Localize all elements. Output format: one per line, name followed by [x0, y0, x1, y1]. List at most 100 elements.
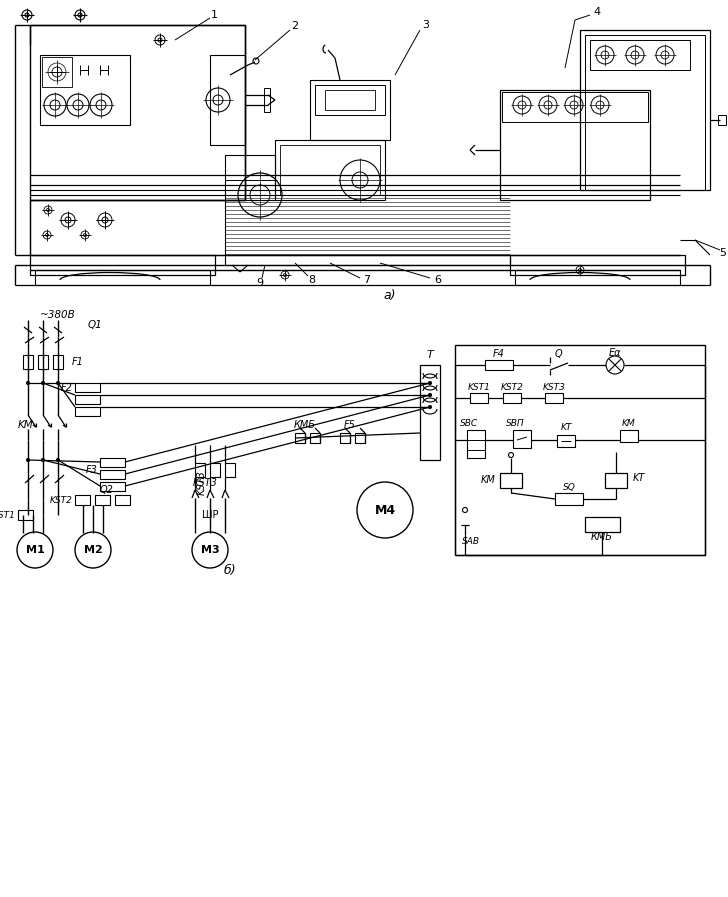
Text: ~380В: ~380В — [40, 310, 76, 320]
Bar — [100, 458, 125, 467]
Bar — [280, 145, 380, 195]
Bar — [115, 495, 130, 505]
Circle shape — [26, 381, 30, 385]
Bar — [500, 90, 650, 200]
Bar — [467, 430, 485, 458]
Text: KST3: KST3 — [193, 478, 218, 488]
Text: SAB: SAB — [462, 536, 480, 545]
Bar — [545, 393, 563, 403]
Circle shape — [428, 405, 432, 409]
Bar — [295, 433, 305, 443]
Bar — [42, 57, 72, 87]
Text: KM: KM — [18, 420, 33, 430]
Circle shape — [26, 458, 30, 462]
Text: М4: М4 — [374, 503, 395, 517]
Bar — [100, 482, 125, 491]
Text: 5: 5 — [719, 248, 727, 258]
Text: 1: 1 — [210, 10, 218, 20]
Bar — [35, 270, 210, 285]
Text: 2: 2 — [291, 21, 298, 31]
Circle shape — [428, 381, 432, 385]
Bar — [38, 355, 48, 369]
Bar — [325, 90, 375, 110]
Text: М2: М2 — [84, 545, 103, 555]
Bar — [420, 365, 440, 460]
Text: F3: F3 — [86, 465, 98, 475]
Text: KST3: KST3 — [542, 382, 566, 391]
Text: F5: F5 — [344, 420, 356, 430]
Bar — [585, 35, 705, 190]
Bar — [580, 30, 710, 190]
Text: Q2: Q2 — [100, 485, 114, 495]
Text: М3: М3 — [201, 545, 219, 555]
Bar — [315, 85, 385, 115]
Text: KM: KM — [622, 419, 636, 428]
Text: Eα: Eα — [609, 348, 621, 358]
Circle shape — [41, 458, 45, 462]
Bar — [275, 140, 385, 200]
Text: Q: Q — [554, 349, 562, 359]
Bar — [264, 88, 270, 112]
Bar — [500, 473, 522, 488]
Bar — [515, 270, 680, 285]
Bar — [585, 517, 620, 532]
Bar — [502, 92, 648, 122]
Text: 6: 6 — [435, 275, 441, 285]
Bar — [557, 435, 575, 447]
Bar — [225, 255, 510, 265]
Text: 8: 8 — [309, 275, 315, 285]
Text: KT: KT — [633, 473, 646, 483]
Text: KM: KM — [480, 475, 495, 485]
Text: 3: 3 — [422, 20, 430, 30]
Text: T: T — [427, 350, 433, 360]
Bar — [310, 80, 390, 140]
Text: 9: 9 — [256, 278, 264, 288]
Bar — [510, 255, 685, 275]
Bar — [75, 495, 90, 505]
Circle shape — [56, 458, 60, 462]
Bar — [590, 40, 690, 70]
Text: SBC: SBC — [460, 419, 478, 428]
Text: М1: М1 — [25, 545, 44, 555]
Bar — [225, 463, 235, 477]
Text: КМБ: КМБ — [591, 532, 613, 542]
Bar — [470, 393, 488, 403]
Text: SQ: SQ — [563, 483, 575, 492]
Bar — [210, 463, 220, 477]
Text: Q1: Q1 — [88, 320, 103, 330]
Text: а): а) — [384, 289, 396, 301]
Bar — [513, 430, 531, 448]
Bar — [53, 355, 63, 369]
Bar — [75, 395, 100, 404]
Bar — [23, 355, 33, 369]
Text: F1: F1 — [72, 357, 84, 367]
Bar — [605, 473, 627, 488]
Bar — [30, 25, 245, 200]
Text: 4: 4 — [593, 7, 601, 17]
Bar — [195, 463, 205, 477]
Text: 7: 7 — [363, 275, 371, 285]
Text: F2: F2 — [61, 383, 73, 393]
Text: KST2: KST2 — [501, 382, 523, 391]
Bar — [18, 510, 33, 520]
Bar — [75, 407, 100, 416]
Bar — [340, 433, 350, 443]
Bar — [30, 255, 215, 275]
Bar — [485, 360, 513, 370]
Text: KST1: KST1 — [0, 510, 16, 519]
Circle shape — [41, 381, 45, 385]
Bar — [718, 115, 726, 125]
Text: F4: F4 — [493, 349, 505, 359]
Bar — [30, 200, 225, 255]
Text: б): б) — [223, 563, 237, 577]
Bar — [620, 430, 638, 442]
Bar — [75, 383, 100, 392]
Bar — [310, 433, 320, 443]
Text: KT: KT — [561, 422, 571, 431]
Bar — [355, 433, 365, 443]
Circle shape — [428, 393, 432, 397]
Text: KST1: KST1 — [467, 382, 491, 391]
Bar — [100, 470, 125, 479]
Bar — [40, 55, 130, 125]
Bar — [455, 345, 705, 555]
